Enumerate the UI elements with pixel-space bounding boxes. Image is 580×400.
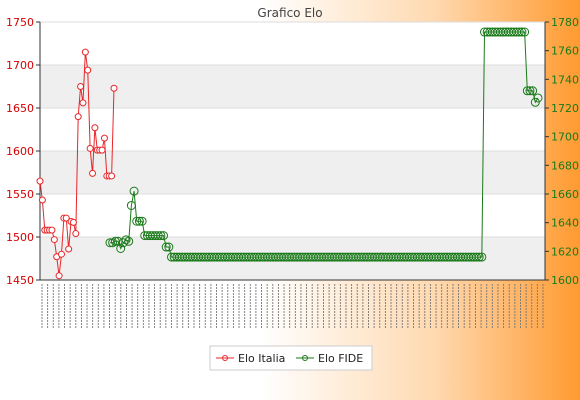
- data-point-elo-italia: [48, 226, 56, 234]
- data-point-elo-fide: [161, 242, 171, 252]
- data-point-elo-italia: [55, 272, 63, 280]
- data-point-elo-fide: [132, 216, 142, 226]
- data-point-elo-fide: [528, 86, 538, 96]
- data-point-elo-fide: [517, 27, 527, 37]
- y-right-tick-label: 1780: [551, 16, 579, 29]
- x-axis-labels: [41, 284, 544, 328]
- y-left-tick-label: 1650: [6, 102, 34, 115]
- data-point-elo-fide: [124, 236, 134, 246]
- data-point-elo-fide: [471, 252, 481, 262]
- data-point-elo-fide: [134, 216, 144, 226]
- y-right-tick-label: 1700: [551, 131, 579, 144]
- data-point-elo-italia: [38, 196, 46, 204]
- y-right-tick-label: 1600: [551, 274, 579, 287]
- legend-marker-elo-fide: [302, 355, 308, 361]
- grid-band: [40, 151, 545, 194]
- data-point-elo-italia: [91, 124, 99, 132]
- y-right-tick-label: 1620: [551, 245, 579, 258]
- data-point-elo-italia: [110, 84, 118, 92]
- data-point-elo-fide: [137, 216, 147, 226]
- data-point-elo-fide: [159, 231, 168, 241]
- data-point-elo-fide: [522, 86, 532, 96]
- data-point-elo-italia: [81, 48, 89, 56]
- y-left-tick-label: 1550: [6, 188, 34, 201]
- data-point-elo-italia: [100, 134, 108, 142]
- y-left-tick-label: 1450: [6, 274, 34, 287]
- data-point-elo-fide: [121, 235, 131, 245]
- data-point-elo-fide: [164, 242, 174, 252]
- data-point-elo-italia: [84, 66, 92, 74]
- data-point-elo-fide: [156, 231, 166, 241]
- data-point-elo-italia: [108, 172, 116, 180]
- data-point-elo-italia: [74, 113, 82, 121]
- data-point-elo-fide: [514, 27, 524, 37]
- data-point-elo-italia: [62, 214, 70, 222]
- data-point-elo-fide: [108, 238, 118, 248]
- y-left-tick-label: 1700: [6, 59, 34, 72]
- data-point-elo-fide: [520, 27, 530, 37]
- y-right-tick-label: 1760: [551, 45, 579, 58]
- y-right-tick-label: 1740: [551, 73, 579, 86]
- data-point-elo-fide: [118, 238, 128, 248]
- data-point-elo-italia: [65, 245, 73, 253]
- data-point-elo-fide: [533, 93, 543, 103]
- legend: Elo Italia Elo FIDE: [209, 345, 373, 371]
- y-right-tick-label: 1720: [551, 102, 579, 115]
- data-point-elo-fide: [477, 252, 487, 262]
- data-point-elo-italia: [89, 169, 97, 177]
- grid-band: [40, 237, 545, 280]
- y-right-tick-label: 1660: [551, 188, 579, 201]
- data-point-elo-fide: [126, 200, 136, 210]
- series-layer: [36, 27, 543, 280]
- data-point-elo-italia: [77, 83, 85, 90]
- data-point-elo-italia: [86, 144, 94, 152]
- y-left-tick-label: 1750: [6, 16, 34, 29]
- data-point-elo-italia: [50, 236, 58, 244]
- legend-box: [209, 345, 373, 371]
- y-right-tick-label: 1640: [551, 217, 579, 230]
- data-point-elo-italia: [57, 250, 65, 258]
- y-left-tick-label: 1600: [6, 145, 34, 158]
- y-left-tick-label: 1500: [6, 231, 34, 244]
- data-point-elo-italia: [72, 230, 80, 238]
- tick-labels: 1450 1500 1550 1600 1650 1700 1750 1600 1620 1640…: [6, 16, 579, 287]
- legend-label-elo-fide: Elo FIDE: [318, 352, 363, 365]
- data-point-elo-italia: [98, 146, 106, 154]
- legend-marker-elo-italia: [222, 355, 228, 361]
- data-point-elo-italia: [36, 177, 44, 185]
- data-point-elo-italia: [69, 218, 77, 226]
- chart-title: Grafico Elo: [257, 6, 322, 20]
- data-point-elo-fide: [153, 231, 163, 241]
- y-right-tick-label: 1680: [551, 159, 579, 172]
- grid-band: [40, 65, 545, 108]
- legend-label-elo-italia: Elo Italia: [238, 352, 285, 365]
- data-point-elo-fide: [129, 186, 139, 196]
- data-point-elo-fide: [474, 252, 484, 262]
- data-point-elo-fide: [116, 243, 126, 253]
- data-point-elo-fide: [525, 86, 535, 96]
- data-point-elo-italia: [79, 99, 87, 107]
